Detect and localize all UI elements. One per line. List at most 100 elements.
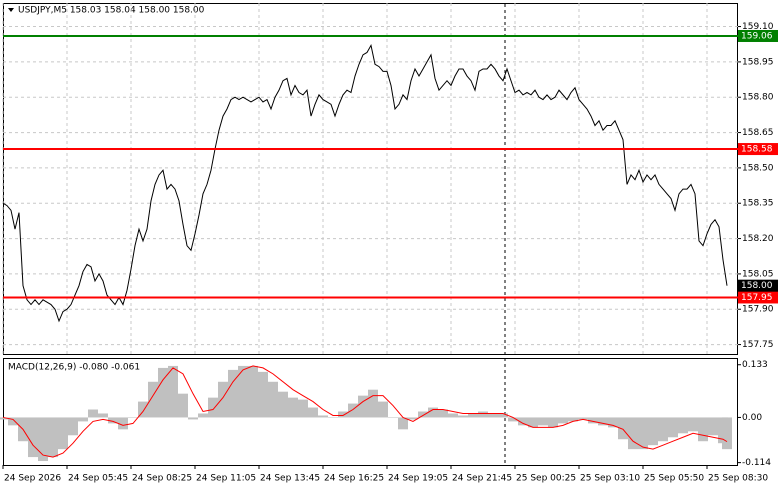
macd-bar [698, 417, 708, 442]
macd-bar [28, 417, 38, 458]
macd-bar [238, 365, 248, 418]
y-tick-label: 0.00 [742, 413, 762, 423]
macd-bar [118, 417, 128, 430]
macd-bar [558, 417, 568, 424]
macd-bar [418, 411, 428, 418]
last-price-bg [738, 279, 778, 292]
macd-bar [548, 417, 558, 428]
macd-bar [218, 381, 228, 418]
macd-bar [38, 417, 48, 462]
macd-bar [178, 393, 188, 418]
x-tick-label: 24 Sep 16:25 [324, 474, 384, 484]
macd-bar [708, 417, 718, 436]
y-tick-label: 158.05 [742, 269, 774, 279]
level-label-bg [738, 29, 778, 42]
macd-bar [608, 417, 618, 428]
macd-bar [368, 389, 378, 418]
y-tick-label: 158.80 [742, 93, 774, 103]
macd-bar [328, 417, 338, 418]
macd-bar [8, 417, 18, 426]
macd-bar [98, 413, 108, 418]
x-tick-label: 24 Sep 05:45 [68, 474, 128, 484]
macd-bar [658, 417, 668, 442]
macd-bar [648, 417, 658, 446]
y-tick-label: 158.20 [742, 234, 774, 244]
y-tick-label: 0.133 [742, 360, 768, 370]
macd-bar [438, 409, 448, 418]
macd-bar [488, 413, 498, 418]
macd-bar [168, 365, 178, 418]
macd-bar [138, 401, 148, 418]
macd-bar [448, 413, 458, 418]
chart-title: USDJPY,M5 158.03 158.04 158.00 158.00 [18, 6, 205, 16]
x-tick-label: 24 Sep 13:45 [260, 474, 320, 484]
macd-bar [208, 397, 218, 418]
macd-bar [248, 365, 258, 418]
macd-bar [348, 403, 358, 418]
macd-bar [188, 417, 198, 420]
y-tick-label: 158.35 [742, 199, 774, 209]
x-tick-label: 25 Sep 00:25 [516, 474, 576, 484]
macd-frame [3, 358, 738, 466]
macd-bar [358, 395, 368, 418]
y-tick-label: 158.50 [742, 163, 774, 173]
level-label: 157.95 [741, 293, 773, 303]
macd-bar [48, 417, 58, 458]
macd-bar [78, 417, 88, 422]
y-tick-label: 157.90 [742, 305, 774, 315]
macd-bar [268, 381, 278, 418]
macd-bar [0, 417, 8, 420]
x-tick-label: 24 Sep 19:05 [388, 474, 448, 484]
y-tick-label: 158.65 [742, 128, 774, 138]
y-tick-label: 158.95 [742, 57, 774, 67]
macd-bar [538, 417, 548, 426]
y-tick-label: 159.10 [742, 22, 774, 32]
x-tick-label: 24 Sep 2026 [4, 474, 61, 484]
macd-bar [128, 417, 138, 418]
macd-bar [408, 417, 418, 420]
macd-bar [588, 417, 598, 424]
macd-bar [88, 409, 98, 418]
macd-bar [578, 417, 588, 420]
macd-bar [258, 371, 268, 418]
macd-bar [598, 417, 608, 426]
macd-bar [148, 381, 158, 418]
x-tick-label: 25 Sep 08:30 [708, 474, 768, 484]
macd-bar [288, 397, 298, 418]
macd-bar [528, 417, 538, 428]
macd-bar [68, 417, 78, 436]
y-tick-label: -0.114 [742, 458, 771, 468]
macd-bar [398, 417, 408, 430]
y-tick-label: 157.75 [742, 340, 774, 350]
macd-bar [498, 413, 508, 418]
level-label: 158.58 [741, 145, 773, 155]
macd-bar [508, 417, 518, 422]
macd-bar [428, 407, 438, 418]
macd-bar [318, 415, 328, 418]
macd-bar [518, 417, 528, 426]
macd-bar [478, 411, 488, 418]
last-price-label: 158.00 [741, 281, 773, 291]
signal-line [2, 365, 728, 458]
level-label-bg [738, 143, 778, 156]
macd-bar [338, 411, 348, 418]
macd-bar [722, 417, 732, 450]
macd-bar [688, 417, 698, 432]
x-tick-label: 24 Sep 21:45 [452, 474, 512, 484]
macd-bar [568, 417, 578, 422]
macd-bar [628, 417, 638, 450]
macd-bar [198, 413, 208, 418]
macd-bar [458, 415, 468, 418]
macd-bar [158, 367, 168, 418]
macd-bar [378, 401, 388, 418]
macd-bar [278, 391, 288, 418]
level-label: 159.06 [741, 31, 773, 41]
macd-bar [228, 369, 238, 418]
macd-bar [468, 413, 478, 418]
x-tick-label: 24 Sep 08:25 [132, 474, 192, 484]
macd-bar [298, 399, 308, 418]
level-label-bg [738, 291, 778, 304]
x-tick-label: 25 Sep 03:10 [580, 474, 640, 484]
